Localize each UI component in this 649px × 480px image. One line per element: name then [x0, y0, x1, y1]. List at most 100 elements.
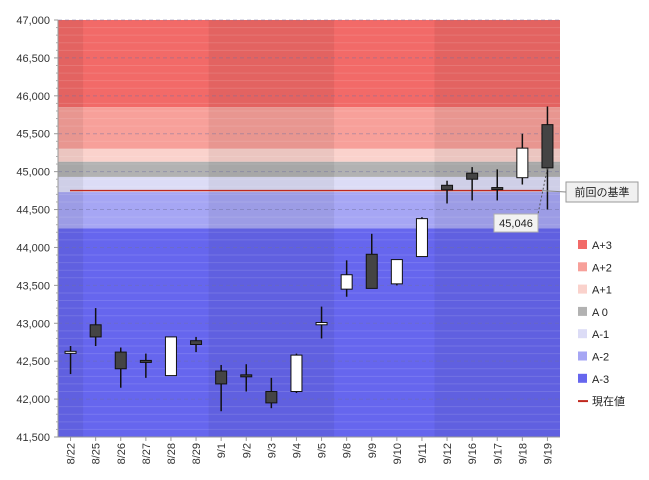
y-tick-label: 44,000 — [16, 242, 50, 254]
x-tick-label: 9/1 — [216, 443, 228, 458]
candle-9-18 — [516, 133, 529, 185]
y-tick-label: 46,500 — [16, 53, 50, 65]
candle-body — [164, 336, 177, 377]
candle-9-17 — [491, 169, 504, 201]
x-tick-label: 9/10 — [392, 443, 404, 464]
candle-body — [441, 184, 454, 191]
candle-layer — [64, 106, 554, 412]
y-tick-label: 44,500 — [16, 205, 50, 217]
y-tick-label: 43,000 — [16, 318, 50, 330]
candle-body — [365, 253, 378, 289]
candle-body — [114, 351, 127, 370]
x-tick-label: 9/8 — [342, 443, 354, 458]
legend-item-3: A 0 — [578, 306, 608, 319]
candle-body — [89, 324, 102, 338]
candle-9-19 — [541, 106, 554, 210]
candle-body — [64, 350, 77, 354]
candle-9-5 — [315, 306, 328, 339]
x-tick-label: 9/5 — [317, 443, 329, 458]
axes-layer: 41,500 42,000 42,500 43,000 43,500 44,000 44,5… — [16, 15, 560, 464]
x-tick-label: 9/18 — [517, 443, 529, 464]
candle-9-11 — [415, 217, 428, 258]
candle-8-25 — [89, 308, 102, 347]
x-tick-label: 9/4 — [291, 443, 303, 458]
candle-9-10 — [390, 259, 403, 286]
band-layer — [58, 20, 560, 437]
band-a0-3 — [58, 161, 560, 177]
week-shade-1 — [208, 20, 335, 437]
legend-label: A-1 — [592, 329, 609, 341]
y-tick-label: 42,000 — [16, 394, 50, 406]
candle-8-28 — [164, 336, 177, 377]
week-shade-0 — [58, 20, 84, 437]
candle-body — [240, 374, 253, 378]
band-a1-4 — [58, 176, 560, 193]
candle-body — [466, 172, 479, 180]
candle-9-4 — [290, 353, 303, 394]
candle-9-9 — [365, 233, 378, 289]
x-tick-label: 9/9 — [367, 443, 379, 458]
candle-body — [516, 147, 529, 179]
band-a1-2 — [58, 148, 560, 162]
y-tick-label: 45,000 — [16, 167, 50, 179]
candle-body — [541, 124, 554, 169]
legend-swatch — [578, 306, 587, 316]
legend-swatch — [578, 373, 587, 383]
candle-body — [415, 218, 428, 258]
band-a2-5 — [58, 192, 560, 229]
candle-body — [265, 391, 278, 404]
reference-label: 前回の基準 — [575, 185, 630, 199]
x-tick-label: 9/17 — [492, 443, 504, 464]
x-tick-label: 9/12 — [442, 443, 454, 464]
candle-9-3 — [265, 377, 278, 409]
legend-item-5: A-2 — [578, 351, 609, 364]
legend-label: A-2 — [592, 352, 609, 364]
candle-8-29 — [190, 336, 203, 353]
candle-body — [139, 359, 152, 363]
legend-item-7: 現在値 — [578, 395, 625, 408]
candle-9-1 — [215, 364, 228, 412]
y-tick-label: 41,500 — [16, 432, 50, 444]
legend-item-6: A-3 — [578, 373, 609, 386]
x-tick-label: 9/3 — [266, 443, 278, 458]
band-a2-1 — [58, 107, 560, 149]
legend-label: A+3 — [592, 240, 612, 252]
candle-body — [215, 370, 228, 385]
x-tick-label: 8/25 — [91, 443, 103, 464]
legend-label: A-3 — [592, 374, 609, 386]
legend-label: A+2 — [592, 262, 612, 274]
x-tick-label: 9/11 — [417, 443, 429, 464]
y-tick-label: 43,500 — [16, 280, 50, 292]
callout-layer: 前回の基準 45,046 — [493, 168, 639, 233]
x-tick-label: 9/16 — [467, 443, 479, 464]
x-tick-label: 8/27 — [141, 443, 153, 464]
legend-item-1: A+2 — [578, 262, 612, 274]
candle-8-27 — [139, 353, 152, 378]
legend-item-4: A-1 — [578, 329, 609, 341]
candle-9-16 — [466, 167, 479, 201]
x-tick-label: 8/29 — [191, 443, 203, 464]
legend-swatch — [578, 240, 587, 249]
grid-layer — [58, 19, 560, 438]
legend-swatch — [578, 329, 587, 339]
legend-swatch — [578, 284, 587, 294]
y-tick-label: 42,500 — [16, 356, 50, 368]
candle-9-2 — [240, 364, 253, 392]
candle-body — [315, 322, 328, 326]
y-tick-label: 47,000 — [16, 15, 50, 27]
candle-8-26 — [114, 347, 127, 388]
legend-label: 現在値 — [592, 395, 625, 408]
candle-9-12 — [441, 180, 454, 204]
legend-swatch — [578, 351, 587, 361]
candle-body — [340, 274, 353, 290]
legend-item-2: A+1 — [578, 284, 612, 297]
candle-body — [491, 187, 504, 191]
x-tick-label: 8/26 — [116, 443, 128, 464]
y-tick-label: 46,000 — [16, 91, 50, 103]
legend-label: A+1 — [592, 285, 612, 297]
current-value-box — [493, 213, 539, 233]
candle-body — [290, 354, 303, 393]
legend-swatch — [578, 262, 587, 272]
x-tick-label: 8/28 — [166, 443, 178, 464]
